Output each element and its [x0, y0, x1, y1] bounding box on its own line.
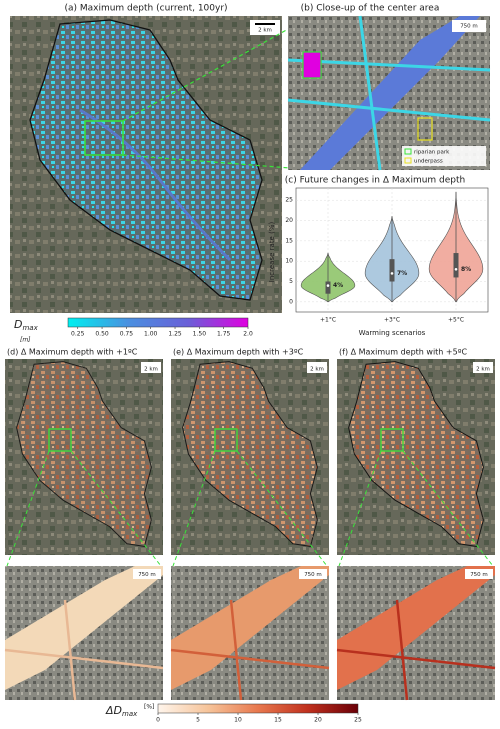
y-tick-label: 25 [285, 197, 293, 204]
catchment [16, 361, 152, 547]
chart-title: (c) Future changes in Δ Maximum depth [285, 176, 466, 186]
legend-label: underpass [414, 159, 443, 165]
flood-streets [336, 599, 496, 701]
catchment [182, 361, 318, 547]
colorbar-tick-label: 0.50 [95, 331, 109, 338]
colorbar: ΔDmax [%] 0 5 10 15 20 25 [105, 704, 362, 724]
colorbar-gradient [157, 703, 359, 714]
median [326, 284, 330, 287]
legend-label: riparian park [414, 150, 450, 156]
panel-title: (f) Δ Maximum depth with +5ºC [339, 348, 467, 357]
scale-bar [141, 362, 161, 373]
river [171, 566, 329, 690]
panel-title: (a) Maximum depth (current, 100yr) [64, 4, 227, 14]
river [337, 566, 495, 690]
colorbar-tick-label: 5 [196, 717, 200, 724]
y-tick-label: 20 [285, 217, 293, 224]
scale-label: 750 m [304, 572, 322, 578]
connector [122, 27, 291, 122]
colorbar-subscript: max [122, 710, 138, 718]
river [79, 108, 232, 262]
scale-bar [307, 362, 327, 373]
flood-streets [170, 599, 330, 701]
legend-swatch [404, 157, 412, 164]
scale-label: 2 km [258, 28, 272, 34]
y-tick-label: 0 [289, 298, 293, 305]
colorbar-tick-label: 15 [274, 717, 282, 724]
median-label: 8% [461, 266, 471, 273]
x-axis-label: Warming scenarios [359, 329, 426, 337]
colorbar-gradient [67, 317, 249, 328]
x-tick-label: +5°C [448, 317, 464, 324]
catchment [348, 361, 484, 547]
scale-bar [299, 569, 327, 579]
median-label: 4% [333, 282, 343, 289]
focus-box [214, 428, 238, 452]
colorbar-tick-label: 2.0 [243, 331, 253, 338]
connector [236, 450, 328, 567]
focus-box [380, 428, 404, 452]
y-tick-label: 15 [285, 237, 293, 244]
colorbar-tick-label: 20 [314, 717, 322, 724]
scale-bar [465, 569, 493, 579]
x-tick-label: +1°C [320, 317, 336, 324]
colorbar-unit: [m] [20, 337, 31, 344]
colorbar-tick-label: 1.00 [144, 331, 158, 338]
connector [70, 450, 162, 567]
legend [402, 146, 486, 166]
river [5, 566, 163, 690]
scale-label: 750 m [138, 572, 156, 578]
scale-label: 2 km [476, 367, 490, 373]
change-maps: 2 km 750 m 2 km 750 m 2 km 750 m [4, 359, 496, 701]
iqr-box [453, 253, 459, 278]
violin-chart: (c) Future changes in Δ Maximum depth In… [268, 176, 489, 337]
colorbar-tick-label: 0 [156, 717, 160, 724]
park [302, 51, 322, 79]
scale-bar [452, 20, 486, 32]
scale-label: 2 km [144, 367, 158, 373]
colorbar-symbol: D [14, 318, 22, 331]
iqr-box [325, 281, 331, 294]
catchment [29, 19, 263, 301]
y-tick-label: 5 [289, 278, 293, 285]
colorbar-symbol: ΔDmax [105, 704, 138, 718]
legend-swatch [404, 148, 412, 155]
colorbar-symbol: ΔD [105, 704, 122, 717]
median [390, 272, 394, 275]
panel-title: (b) Close-up of the center area [301, 4, 440, 14]
y-axis-label: Increase rate (%) [268, 222, 276, 283]
median [454, 268, 458, 271]
colorbar-tick-label: 10 [234, 717, 242, 724]
colorbar-tick-label: 0.75 [120, 331, 134, 338]
panel-title: (d) Δ Maximum depth with +1ºC [7, 348, 138, 357]
x-tick-label: +3°C [384, 317, 400, 324]
panel-title: (e) Δ Maximum depth with +3ºC [173, 348, 304, 357]
connector [402, 450, 494, 567]
underpass [417, 117, 433, 141]
colorbar-tick-label: 25 [354, 717, 362, 724]
colorbar: Dmax [m] 0.25 0.50 0.75 1.00 1.25 1.50 1.75 2.0 [14, 317, 253, 344]
colorbar-symbol: Dmax [14, 318, 39, 332]
focus-box [84, 120, 124, 156]
colorbar-subscript: max [22, 324, 38, 332]
colorbar-tick-label: 1.75 [217, 331, 231, 338]
scale-label: 2 km [310, 367, 324, 373]
scale-label: 750 m [470, 572, 488, 578]
colorbar-tick-label: 0.25 [71, 331, 85, 338]
flood-streets [287, 15, 491, 171]
colorbar-tick-label: 1.25 [168, 331, 182, 338]
median-label: 7% [397, 270, 407, 277]
scale-bar [473, 362, 493, 373]
flood-streets [4, 599, 164, 701]
colorbar-tick-label: 1.50 [193, 331, 207, 338]
focus-box [48, 428, 72, 452]
scale-label: 750 m [460, 24, 478, 30]
scale-bar [133, 569, 161, 579]
iqr-box [389, 259, 395, 282]
river [300, 16, 480, 170]
y-tick-label: 10 [285, 258, 293, 265]
colorbar-unit: [%] [144, 704, 154, 711]
